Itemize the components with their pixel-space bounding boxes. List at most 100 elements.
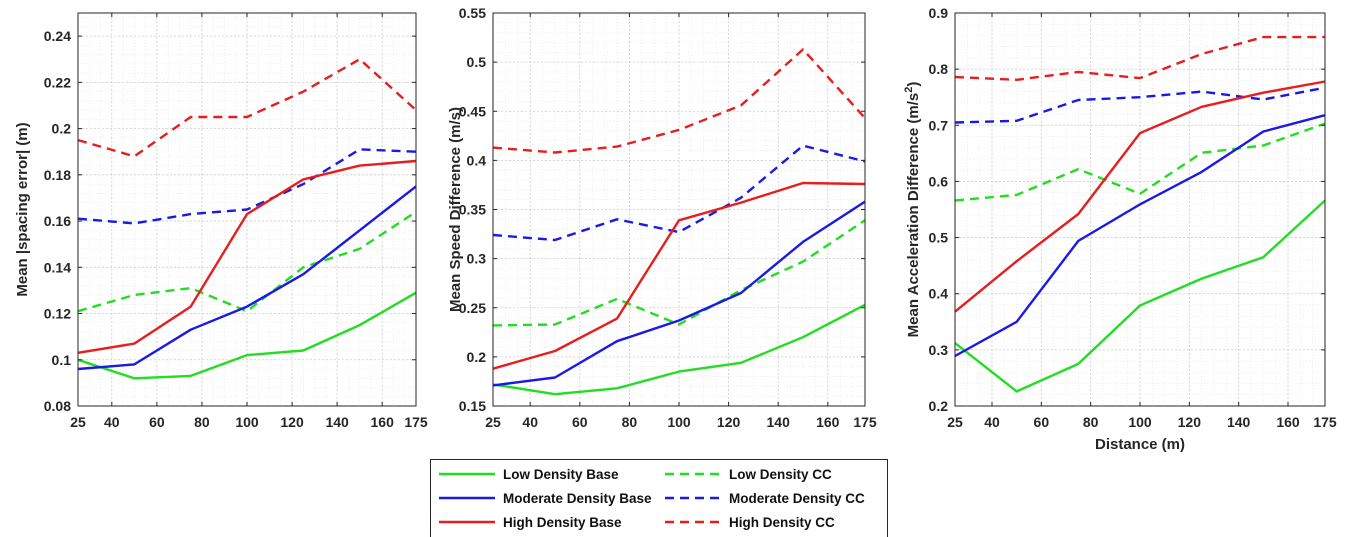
legend-item-high-density-cc: High Density CC bbox=[663, 513, 835, 531]
x-tick-label: 25 bbox=[70, 414, 86, 430]
y-tick-label: 0.6 bbox=[929, 173, 949, 189]
legend-swatch bbox=[439, 520, 495, 524]
series-line-low-density-cc bbox=[954, 122, 1326, 202]
x-tick-label: 80 bbox=[194, 414, 210, 430]
legend-swatch bbox=[439, 496, 495, 500]
x-tick-label: 120 bbox=[280, 414, 304, 430]
y-axis-label: Mean |spacing error| (m) bbox=[14, 122, 31, 296]
y-tick-label: 0.3 bbox=[929, 342, 949, 358]
y-tick-label: 0.5 bbox=[929, 230, 949, 246]
y-tick-label: 0.4 bbox=[929, 286, 949, 302]
y-tick-label: 0.15 bbox=[459, 398, 486, 414]
series-line-moderate-density-cc bbox=[954, 86, 1326, 124]
x-tick-label: 80 bbox=[1083, 414, 1099, 430]
y-tick-label: 0.3 bbox=[467, 251, 487, 267]
y-tick-label: 0.18 bbox=[44, 167, 71, 183]
y-tick-label: 0.4 bbox=[467, 152, 487, 168]
legend-label: High Density Base bbox=[503, 514, 622, 530]
series-line-high-density-cc bbox=[492, 48, 866, 154]
x-tick-label: 40 bbox=[104, 414, 120, 430]
legend-label: Moderate Density Base bbox=[503, 490, 652, 506]
legend-item-moderate-density-base: Moderate Density Base bbox=[437, 489, 652, 507]
legend: Low Density Base Low Density CC Moderate D… bbox=[430, 459, 888, 537]
x-tick-label: 140 bbox=[767, 414, 791, 430]
y-tick-label: 0.7 bbox=[929, 117, 949, 133]
chart-panel-3: 25 40 60 80 100 120 140 160 175 0.2 0.3 0.4 0.5 0.6 0.… bbox=[903, 5, 1337, 453]
x-tick-label: 100 bbox=[667, 414, 691, 430]
x-tick-label: 100 bbox=[1128, 414, 1152, 430]
y-tick-label: 0.24 bbox=[44, 28, 71, 44]
x-tick-label: 40 bbox=[984, 414, 1000, 430]
grid bbox=[492, 12, 866, 407]
x-tick-label: 80 bbox=[622, 414, 638, 430]
x-tick-label: 60 bbox=[1034, 414, 1050, 430]
legend-label: Low Density Base bbox=[503, 466, 619, 482]
series-line-moderate-density-base bbox=[954, 114, 1326, 358]
series-line-low-density-base bbox=[492, 303, 866, 396]
x-axis-label: Distance (m) bbox=[1095, 436, 1185, 453]
series-line-low-density-cc bbox=[492, 219, 866, 327]
series-line-low-density-base bbox=[77, 291, 417, 380]
x-tick-label: 40 bbox=[522, 414, 538, 430]
y-axis-label: Mean Acceleration Difference (m/s2) bbox=[903, 82, 922, 338]
grid bbox=[954, 12, 1326, 407]
series-line-moderate-density-cc bbox=[77, 148, 417, 225]
series-line-high-density-base bbox=[77, 159, 417, 354]
legend-swatch bbox=[665, 496, 721, 500]
legend-item-low-density-base: Low Density Base bbox=[437, 465, 619, 483]
y-tick-label: 0.1 bbox=[52, 352, 72, 368]
x-tick-label: 175 bbox=[404, 414, 428, 430]
x-tick-label: 100 bbox=[235, 414, 259, 430]
x-tick-label: 60 bbox=[149, 414, 165, 430]
y-tick-label: 0.2 bbox=[467, 349, 487, 365]
x-tick-label: 160 bbox=[816, 414, 840, 430]
legend-swatch bbox=[665, 520, 721, 524]
legend-swatch bbox=[439, 472, 495, 476]
chart-panel-2: 25 40 60 80 100 120 140 160 175 0.15 0.2 0.25 0.3 0.3… bbox=[447, 5, 877, 430]
series-line-high-density-cc bbox=[77, 58, 417, 158]
x-tick-label: 60 bbox=[572, 414, 588, 430]
legend-item-high-density-base: High Density Base bbox=[437, 513, 622, 531]
y-tick-label: 0.8 bbox=[929, 61, 949, 77]
series-line-moderate-density-base bbox=[492, 200, 866, 387]
x-tick-label: 175 bbox=[853, 414, 877, 430]
legend-item-low-density-cc: Low Density CC bbox=[663, 465, 832, 483]
x-tick-label: 120 bbox=[1178, 414, 1202, 430]
x-tick-label: 160 bbox=[1276, 414, 1300, 430]
y-tick-label: 0.55 bbox=[459, 5, 486, 21]
y-tick-label: 0.12 bbox=[44, 306, 71, 322]
y-tick-label: 0.5 bbox=[467, 54, 487, 70]
y-axis-label: Mean Speed Difference (m/s) bbox=[447, 107, 464, 312]
x-tick-label: 120 bbox=[717, 414, 741, 430]
series-line-high-density-base bbox=[954, 80, 1326, 313]
series-line-high-density-cc bbox=[954, 35, 1325, 82]
x-tick-label: 25 bbox=[947, 414, 963, 430]
x-tick-label: 175 bbox=[1313, 414, 1337, 430]
series-line-low-density-cc bbox=[77, 210, 417, 313]
series-line-moderate-density-cc bbox=[492, 144, 866, 242]
y-tick-label: 0.2 bbox=[52, 121, 72, 137]
y-tick-label: 0.2 bbox=[929, 398, 949, 414]
legend-label: Moderate Density CC bbox=[729, 490, 865, 506]
y-tick-label: 0.25 bbox=[459, 300, 486, 316]
y-tick-label: 0.9 bbox=[929, 5, 949, 21]
legend-swatch bbox=[665, 472, 721, 476]
legend-label: High Density CC bbox=[729, 514, 835, 530]
chart-panel-1: 25 40 60 80 100 120 140 160 175 0.08 0.1 0.12 0.14 0.… bbox=[14, 12, 428, 430]
series-line-moderate-density-base bbox=[77, 185, 417, 371]
y-tick-label: 0.14 bbox=[44, 259, 71, 275]
y-tick-label: 0.22 bbox=[44, 74, 71, 90]
x-tick-label: 160 bbox=[371, 414, 395, 430]
y-tick-label: 0.16 bbox=[44, 213, 71, 229]
x-tick-label: 140 bbox=[1227, 414, 1251, 430]
series-line-high-density-base bbox=[492, 181, 866, 370]
legend-label: Low Density CC bbox=[729, 466, 832, 482]
legend-item-moderate-density-cc: Moderate Density CC bbox=[663, 489, 865, 507]
series-line-low-density-base bbox=[954, 199, 1326, 393]
y-tick-label: 0.35 bbox=[459, 202, 486, 218]
y-tick-label: 0.45 bbox=[459, 103, 486, 119]
y-tick-label: 0.08 bbox=[44, 398, 71, 414]
x-tick-label: 140 bbox=[325, 414, 349, 430]
x-tick-label: 25 bbox=[485, 414, 501, 430]
